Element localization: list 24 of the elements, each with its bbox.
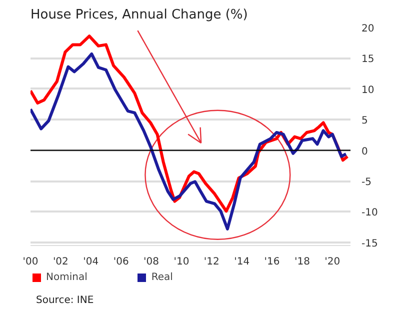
y-tick-label: 20: [362, 24, 374, 34]
y-tick-label: 10: [362, 84, 374, 96]
legend-label: Real: [151, 272, 173, 283]
x-tick-label: '06: [113, 256, 129, 268]
x-tick-label: '20: [324, 256, 340, 268]
y-tick-label: 0: [362, 146, 368, 158]
x-tick-label: '14: [234, 256, 250, 268]
y-tick-label: 15: [362, 54, 374, 66]
y-tick-label: -5: [362, 177, 372, 188]
legend-label: Nominal: [46, 272, 88, 283]
source-note: Source: INE: [36, 294, 94, 308]
chart-title: House Prices, Annual Change (%): [30, 8, 248, 22]
x-tick-label: '00: [22, 256, 38, 268]
y-tick-label: 5: [362, 116, 368, 127]
x-tick-label: '04: [83, 256, 99, 268]
y-tick-label: -10: [362, 208, 378, 219]
line-series: [30, 52, 348, 230]
x-tick-label: '08: [144, 256, 159, 268]
x-tick-label: '16: [264, 256, 280, 268]
x-tick-label: '12: [204, 256, 220, 268]
x-tick-label: '10: [174, 256, 190, 268]
x-tick-label: '02: [52, 256, 68, 268]
x-tick-label: '18: [294, 256, 310, 268]
y-tick-label: -15: [362, 238, 378, 250]
